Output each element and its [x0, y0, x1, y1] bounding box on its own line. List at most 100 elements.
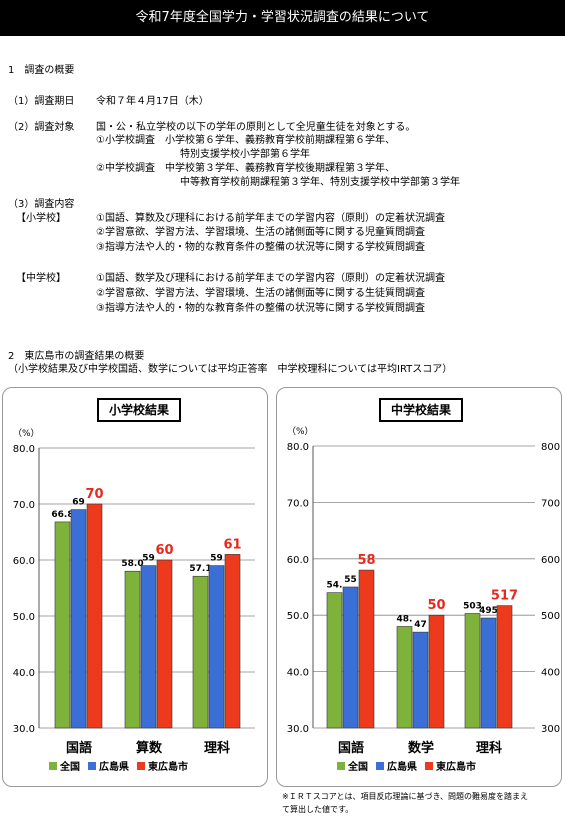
date-value: 令和７年４月17日（木）	[96, 96, 209, 107]
bar-全国	[396, 626, 413, 729]
legend-label: 広島県	[99, 760, 129, 773]
data-label: 47	[414, 620, 427, 630]
data-label: 60	[155, 543, 173, 558]
y2-tick-label: 700	[541, 498, 560, 509]
bar-東広島市	[358, 569, 375, 729]
y-axis-unit-label: （%）	[287, 426, 314, 437]
section1-heading: 1 調査の概要	[8, 65, 75, 76]
data-label: 503	[463, 602, 482, 612]
bar-東広島市	[156, 559, 173, 729]
data-label: 69	[72, 498, 85, 508]
jh-label: 【中学校】	[16, 273, 66, 284]
y-tick-label: 80.0	[13, 444, 35, 455]
data-label: 70	[85, 487, 103, 502]
bar-広島県	[480, 617, 497, 729]
footnote-line: ※ＩＲＴスコアとは、項目反応理論に基づき、問題の難易度を踏まえ	[282, 792, 528, 801]
y-tick-label: 60.0	[287, 555, 309, 566]
data-label: 59	[210, 554, 223, 564]
date-label: （1）調査期日	[8, 96, 75, 107]
target-intro: 国・公・私立学校の以下の学年の原則として全児童生徒を対象とする。	[96, 122, 416, 133]
category-label: 国語	[338, 740, 364, 756]
legend-label: 東広島市	[148, 760, 188, 773]
target-line: 中等教育学校前期課程第３学年、特別支援学校中学部第３学年	[180, 177, 460, 188]
y-tick-label: 70.0	[13, 500, 35, 511]
data-label: 55	[344, 575, 357, 585]
bar-全国	[54, 521, 71, 729]
elem-item: ②学習意欲、学習方法、学習環境、生活の諸側面等に関する児童質問調査	[96, 227, 425, 238]
legend-label: 東広島市	[436, 760, 476, 773]
y-tick-label: 40.0	[287, 668, 309, 679]
y2-tick-label: 400	[541, 668, 560, 679]
bar-東広島市	[428, 614, 445, 729]
bar-全国	[326, 592, 343, 729]
target-line: ①小学校調査 小学校第６学年、義務教育学校前期課程第６学年、	[96, 135, 395, 146]
jh-item: ①国語、数学及び理科における前学年までの学習内容（原則）の定着状況調査	[96, 273, 445, 284]
legend-swatch	[337, 762, 345, 770]
data-label: 517	[491, 589, 518, 604]
junior-high-chart-title: 中学校結果	[379, 398, 463, 422]
data-label: 59	[142, 554, 155, 564]
bar-全国	[464, 613, 481, 729]
y-axis-unit-label: （%）	[13, 428, 40, 439]
target-line: ②中学校調査 中学校第３学年、義務教育学校後期課程第３学年、	[96, 163, 395, 174]
y-tick-label: 40.0	[13, 668, 35, 679]
jh-item: ③指導方法や人的・物的な教育条件の整備の状況等に関する学校質問調査	[96, 303, 425, 314]
legend-swatch	[88, 762, 96, 770]
y-tick-label: 30.0	[287, 724, 309, 735]
y2-tick-label: 500	[541, 611, 560, 622]
jh-item: ②学習意欲、学習方法、学習環境、生活の諸側面等に関する生徒質問調査	[96, 288, 425, 299]
elem-label: 【小学校】	[16, 213, 66, 224]
y2-tick-label: 800	[541, 442, 560, 453]
data-label: 58	[357, 553, 375, 568]
section2-subheading: （小学校結果及び中学校国語、数学については平均正答率 中学校理科については平均I…	[8, 364, 453, 375]
category-label: 国語	[66, 740, 92, 756]
bar-東広島市	[496, 605, 513, 729]
elem-item: ③指導方法や人的・物的な教育条件の整備の状況等に関する学校質問調査	[96, 242, 425, 253]
target-label: （2）調査対象	[8, 122, 75, 133]
data-label: 54.	[327, 581, 343, 591]
bar-広島県	[208, 565, 225, 729]
junior-high-chart-panel: 中学校結果 （%） 30.0 300 40.0 400 50.0 500 60.0 600 70.…	[276, 387, 562, 787]
category-label: 理科	[476, 740, 502, 756]
elem-item: ①国語、算数及び理科における前学年までの学習内容（原則）の定着状況調査	[96, 213, 445, 224]
y-tick-label: 50.0	[13, 612, 35, 623]
legend-label: 全国	[59, 760, 80, 773]
data-label: 58.0	[121, 559, 143, 569]
elementary-chart-panel: 小学校結果 （%） 30.0 40.0 50.0 60.0 70.0 80.0 66.8 69 7…	[2, 387, 268, 787]
target-line: 特別支援学校小学部第６学年	[180, 149, 310, 160]
category-label: 数学	[408, 740, 434, 756]
section2-heading: 2 東広島市の調査結果の概要	[8, 351, 145, 362]
bar-全国	[124, 570, 141, 729]
page-title: 令和7年度全国学力・学習状況調査の結果について	[0, 0, 565, 36]
y2-tick-label: 600	[541, 555, 560, 566]
y-tick-label: 30.0	[13, 724, 35, 735]
y-tick-label: 50.0	[287, 611, 309, 622]
bar-広島県	[412, 631, 429, 729]
data-label: 48.	[397, 614, 413, 624]
bar-東広島市	[224, 554, 241, 729]
category-label: 理科	[204, 740, 230, 756]
bar-東広島市	[86, 503, 103, 729]
data-label: 66.8	[51, 510, 73, 520]
bar-広島県	[70, 509, 87, 729]
junior-high-bar-chart: （%） 30.0 300 40.0 400 50.0 500 60.0 600 70.0 700 80…	[287, 426, 560, 773]
y2-tick-label: 300	[541, 724, 560, 735]
data-label: 495	[479, 606, 498, 616]
y-tick-label: 80.0	[287, 442, 309, 453]
legend-label: 広島県	[387, 760, 417, 773]
y-tick-label: 60.0	[13, 556, 35, 567]
y-tick-label: 70.0	[287, 498, 309, 509]
bar-全国	[192, 575, 209, 729]
data-label: 50	[427, 598, 445, 613]
bar-広島県	[342, 586, 359, 729]
legend-swatch	[376, 762, 384, 770]
legend-swatch	[137, 762, 145, 770]
footnote-line: て算出した値です。	[282, 805, 354, 814]
category-label: 算数	[136, 740, 163, 756]
content-label: （3）調査内容	[8, 199, 75, 210]
legend-swatch	[425, 762, 433, 770]
data-label: 57.1	[189, 564, 211, 574]
legend-swatch	[49, 762, 57, 770]
data-label: 61	[223, 537, 241, 552]
